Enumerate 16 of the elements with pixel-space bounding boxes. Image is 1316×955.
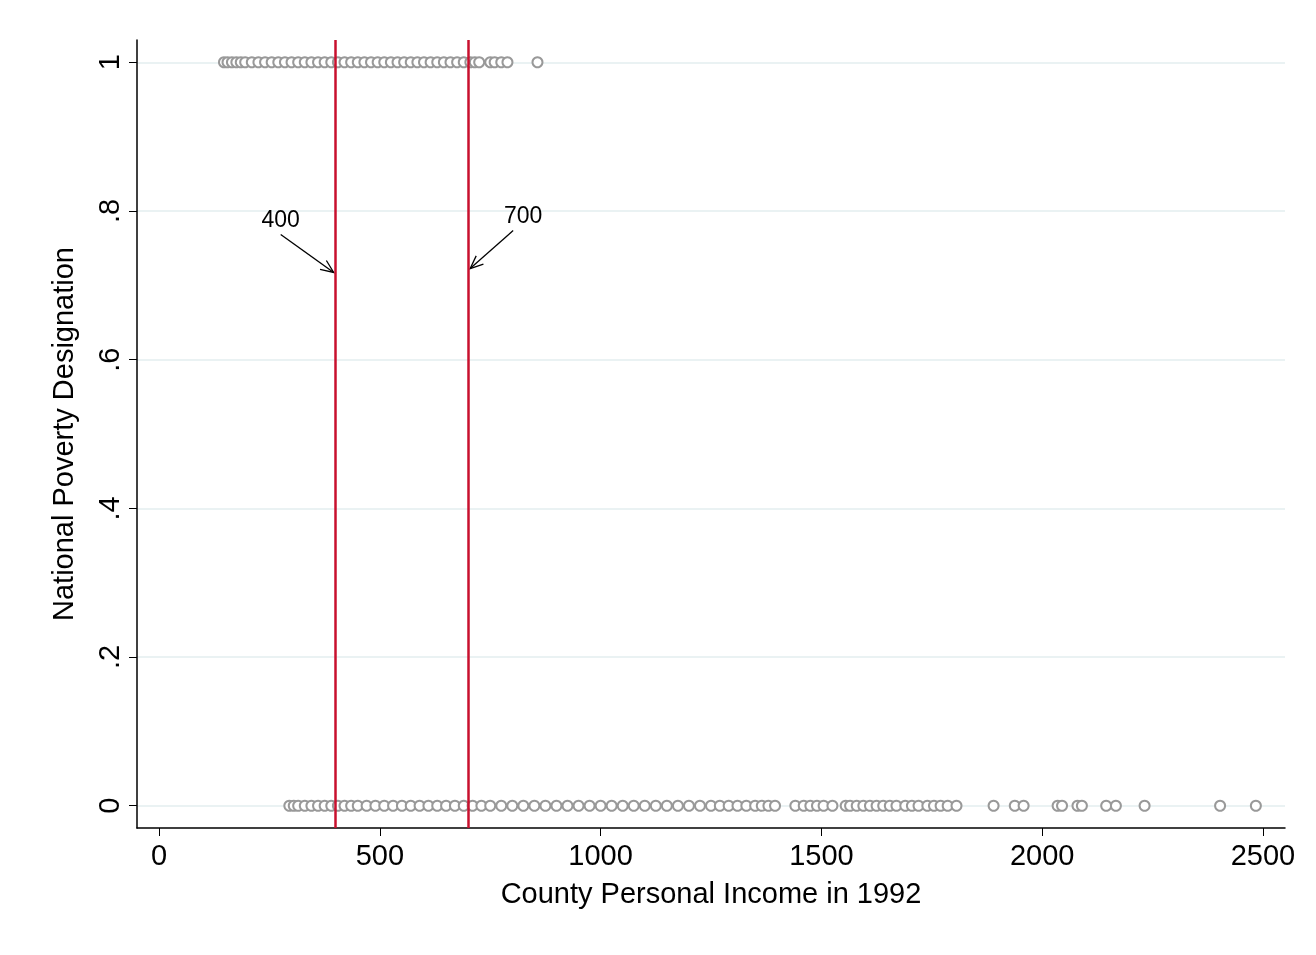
x-tick-label: 500 (355, 838, 405, 871)
x-tick-label: 2000 (1009, 838, 1075, 871)
y-axis-title: National Poverty Designation (46, 247, 79, 621)
y-tick-label: .2 (92, 644, 125, 670)
ref-line-label: 400 (261, 205, 300, 232)
ref-line-label: 700 (503, 202, 543, 229)
x-tick-label: 1500 (789, 838, 854, 871)
y-tick-label: .4 (92, 496, 125, 521)
x-tick-label: 1000 (568, 838, 633, 871)
y-tick-label: 1 (92, 54, 125, 71)
x-tick-label: 2500 (1230, 838, 1296, 871)
y-tick-label: .8 (92, 198, 125, 224)
y-tick-label: 0 (92, 797, 125, 814)
x-tick-label: 0 (151, 838, 168, 871)
x-axis-title: County Personal Income in 1992 (500, 876, 922, 909)
y-tick-label: .6 (92, 347, 125, 372)
